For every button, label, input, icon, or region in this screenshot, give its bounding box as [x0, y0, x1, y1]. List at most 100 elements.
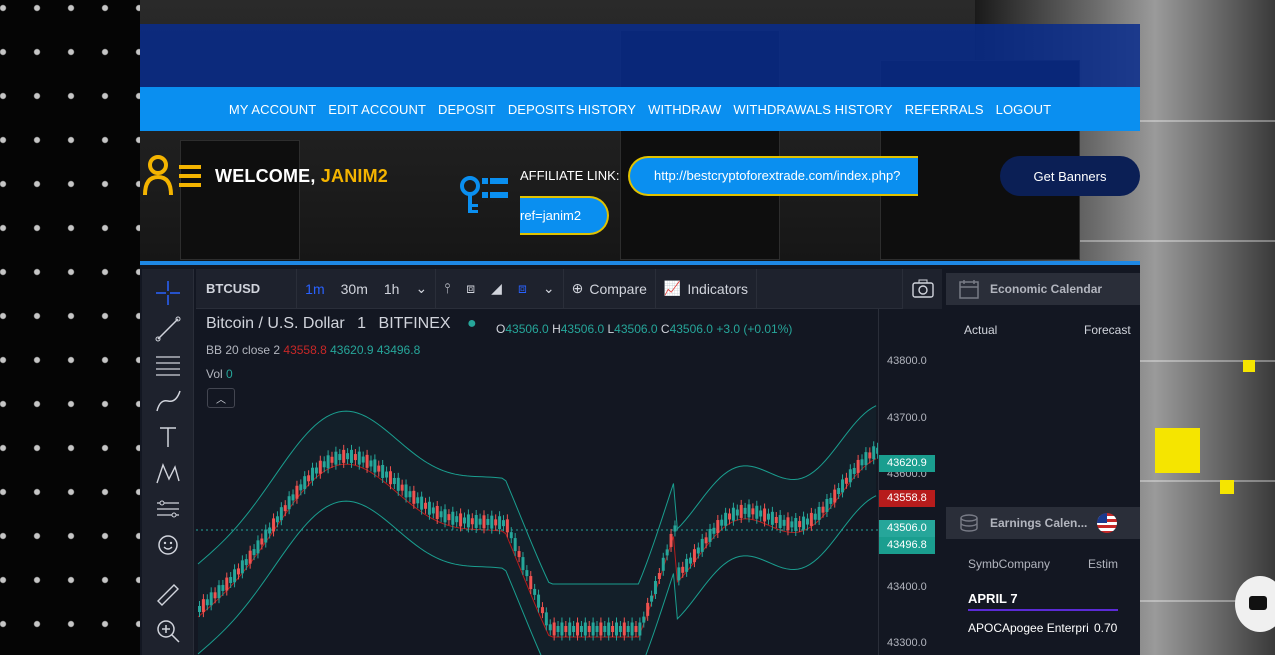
candle	[322, 461, 326, 468]
camera-icon[interactable]	[902, 269, 942, 309]
candle	[665, 549, 669, 556]
earnings-calendar-header[interactable]: Earnings Calen...	[946, 507, 1140, 539]
candle	[361, 456, 365, 463]
candle	[759, 510, 763, 517]
area-chart-icon[interactable]: ◢	[491, 280, 502, 296]
candle	[505, 519, 509, 533]
candle	[466, 514, 470, 528]
market-status-icon: ●	[467, 315, 477, 332]
candle	[295, 485, 299, 499]
chart-top-toolbar: BTCUSD 1m 30m 1h ⌄ ⫯ ⧈ ◢ ⧈ ⌄ ⊕ Compare 📈 I…	[196, 268, 942, 309]
compare-button[interactable]: ⊕ Compare	[571, 280, 647, 297]
candle	[560, 622, 564, 636]
candle	[696, 547, 700, 554]
candle	[233, 569, 237, 583]
candle	[490, 515, 494, 529]
candle	[283, 505, 287, 512]
trading-chart-widget: BTCUSD 1m 30m 1h ⌄ ⫯ ⧈ ◢ ⧈ ⌄ ⊕ Compare 📈 I…	[140, 261, 1140, 655]
candle	[529, 576, 533, 590]
nav-deposit[interactable]: DEPOSIT	[438, 101, 496, 117]
nav-withdrawals-history[interactable]: WITHDRAWALS HISTORY	[733, 101, 893, 117]
heikin-ashi-icon[interactable]: ⧈	[517, 280, 527, 296]
candle	[342, 449, 346, 463]
chart-type-chevron-icon[interactable]: ⌄	[542, 280, 555, 296]
get-banners-button[interactable]: Get Banners	[1000, 156, 1140, 196]
candle	[614, 622, 618, 636]
nav-withdraw[interactable]: WITHDRAW	[648, 101, 722, 117]
economic-calendar-header[interactable]: Economic Calendar	[946, 273, 1140, 305]
bar-chart-icon[interactable]: ⫯	[444, 280, 451, 296]
candle	[864, 452, 868, 466]
nav-deposits-history[interactable]: DEPOSITS HISTORY	[507, 101, 637, 117]
candle	[876, 447, 878, 454]
price-chart[interactable]	[196, 309, 878, 655]
bollinger-basis-line	[197, 458, 877, 638]
candle	[314, 467, 318, 474]
brush-icon[interactable]	[154, 387, 182, 415]
trend-line-icon[interactable]	[154, 315, 182, 343]
candle	[681, 566, 685, 573]
zoom-in-icon[interactable]	[154, 617, 182, 645]
text-tool-icon[interactable]	[154, 423, 182, 451]
candle	[626, 626, 630, 632]
symbol-search[interactable]: BTCUSD	[196, 268, 298, 309]
candle	[201, 599, 205, 613]
indicators-button[interactable]: 📈 Indicators	[663, 280, 749, 297]
candle	[630, 622, 634, 636]
nav-logout[interactable]: LOGOUT	[995, 101, 1052, 117]
candle	[728, 513, 732, 520]
candle	[766, 513, 770, 520]
candle	[692, 549, 696, 563]
affiliate-link-field[interactable]: http://bestcryptoforextrade.com/index.ph…	[628, 156, 918, 196]
candle	[221, 584, 225, 591]
candles-icon[interactable]: ⧈	[466, 280, 476, 296]
ruler-icon[interactable]	[154, 581, 182, 609]
affiliate-link-field-continued[interactable]: ref=janim2	[520, 196, 609, 235]
candle	[821, 506, 825, 513]
crosshair-icon[interactable]	[154, 279, 182, 307]
candle	[377, 465, 381, 472]
price-axis[interactable]: 43800.0 43700.0 43600.0 43400.0 43300.0 …	[878, 309, 942, 655]
interval-1m[interactable]: 1m	[305, 280, 325, 297]
candle	[256, 540, 260, 554]
candle	[400, 484, 404, 491]
candle	[338, 454, 342, 461]
interval-1h[interactable]: 1h	[383, 280, 400, 297]
candle	[755, 505, 759, 519]
nav-my-account[interactable]: MY ACCOUNT	[228, 101, 317, 117]
candle	[661, 557, 665, 571]
candle	[326, 455, 330, 469]
key-list-icon	[460, 176, 508, 213]
pattern-icon[interactable]	[154, 459, 182, 487]
candle	[704, 537, 708, 544]
candle	[236, 568, 240, 575]
candle	[556, 626, 560, 632]
earnings-row-text: APOCApogee Enterpri	[968, 621, 1089, 635]
interval-30m[interactable]: 30m	[340, 280, 368, 297]
candle	[794, 518, 798, 532]
fib-lines-icon[interactable]	[154, 351, 182, 379]
username: JANIM2	[320, 165, 389, 186]
chevron-down-icon[interactable]: ⌄	[415, 280, 428, 296]
candle	[572, 626, 576, 632]
price-tag-upper: 43620.9	[879, 455, 935, 472]
candle	[743, 507, 747, 514]
prediction-icon[interactable]	[154, 495, 182, 523]
candle	[634, 626, 638, 632]
candle	[595, 626, 599, 632]
candle	[837, 488, 841, 495]
candle	[841, 479, 845, 493]
side-panel: Economic Calendar Actual Forecast Earnin…	[946, 269, 1140, 655]
candle	[494, 519, 498, 526]
candle	[198, 606, 201, 612]
candle	[622, 622, 626, 636]
candle	[369, 460, 373, 467]
nav-edit-account[interactable]: EDIT ACCOUNT	[328, 101, 427, 117]
candle	[552, 622, 556, 636]
candle	[365, 454, 369, 468]
candle	[813, 513, 817, 520]
nav-referrals[interactable]: REFERRALS	[904, 101, 984, 117]
collapse-legend-button[interactable]: ︿	[207, 388, 235, 408]
emoji-icon[interactable]	[154, 531, 182, 559]
candle	[657, 573, 661, 580]
